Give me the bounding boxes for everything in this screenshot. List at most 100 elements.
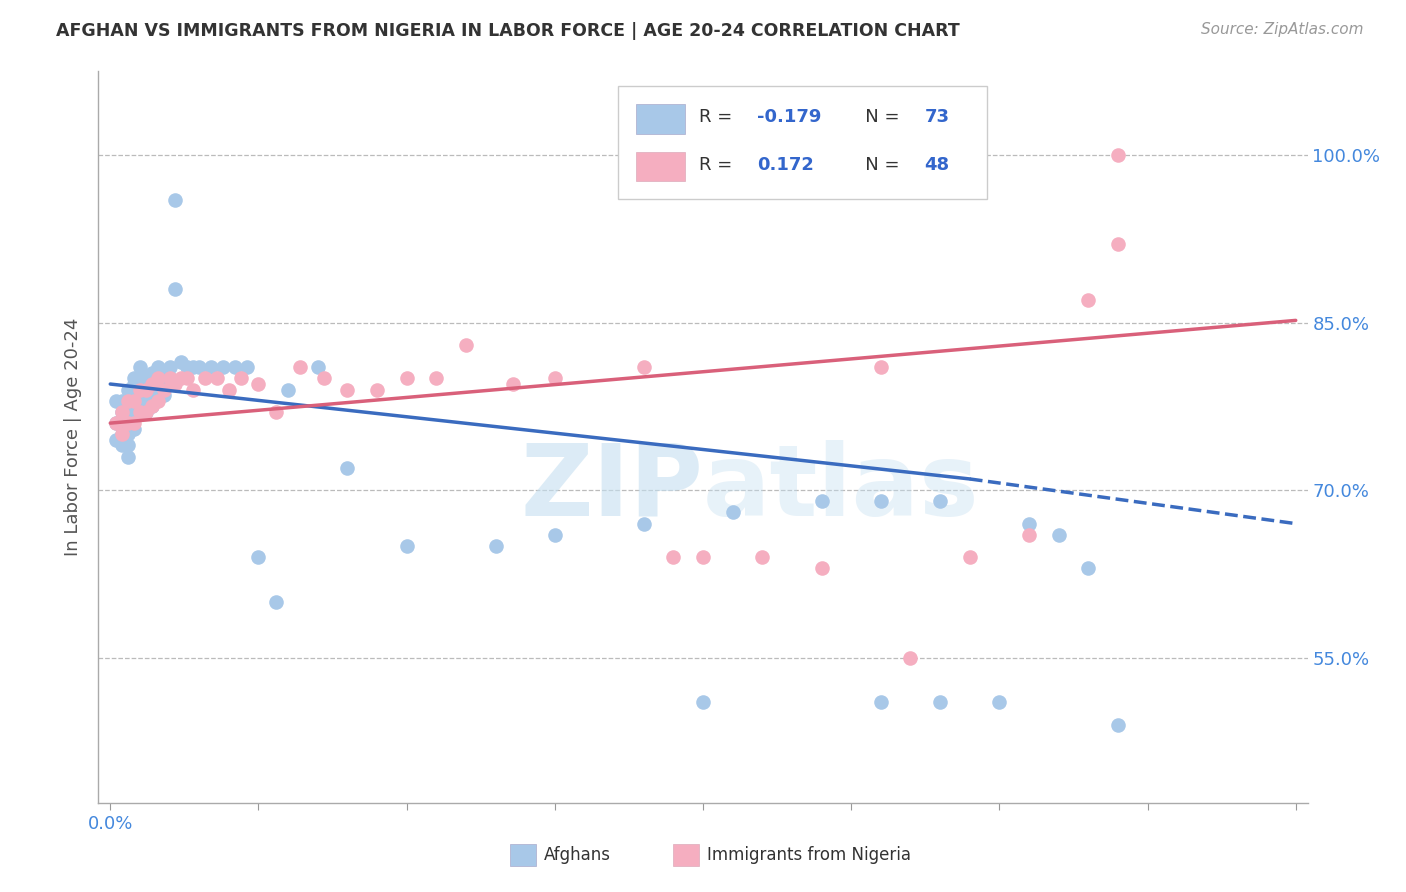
- Point: [117, 405, 139, 419]
- Bar: [672, 844, 699, 866]
- Point: [633, 360, 655, 375]
- Point: [135, 383, 157, 397]
- Point: [146, 371, 169, 385]
- Point: [129, 360, 152, 375]
- Point: [141, 400, 163, 414]
- Text: 73: 73: [924, 109, 949, 127]
- Text: AFGHAN VS IMMIGRANTS FROM NIGERIA IN LABOR FORCE | AGE 20-24 CORRELATION CHART: AFGHAN VS IMMIGRANTS FROM NIGERIA IN LAB…: [56, 22, 960, 40]
- Point: [425, 371, 447, 385]
- Point: [1077, 561, 1099, 575]
- Text: -0.179: -0.179: [758, 109, 821, 127]
- Point: [264, 405, 287, 419]
- Point: [218, 383, 240, 397]
- FancyBboxPatch shape: [619, 86, 987, 200]
- Text: atlas: atlas: [703, 440, 980, 537]
- Point: [135, 383, 157, 397]
- Point: [111, 438, 134, 452]
- Point: [229, 371, 252, 385]
- Point: [900, 650, 922, 665]
- Point: [277, 383, 299, 397]
- Point: [869, 695, 891, 709]
- Point: [484, 539, 506, 553]
- Point: [869, 494, 891, 508]
- Point: [181, 360, 204, 375]
- Point: [810, 494, 832, 508]
- Text: N =: N =: [848, 109, 905, 127]
- Point: [129, 405, 152, 419]
- Point: [111, 405, 134, 419]
- Point: [122, 388, 145, 402]
- Point: [111, 405, 134, 419]
- Point: [1107, 717, 1129, 731]
- Point: [959, 550, 981, 565]
- Point: [111, 393, 134, 408]
- Point: [224, 360, 246, 375]
- Point: [692, 695, 714, 709]
- Text: 48: 48: [924, 156, 949, 174]
- Point: [929, 494, 952, 508]
- Point: [194, 371, 217, 385]
- Point: [152, 377, 174, 392]
- Point: [135, 405, 157, 419]
- Point: [929, 695, 952, 709]
- Point: [122, 410, 145, 425]
- Point: [165, 282, 187, 296]
- Point: [111, 416, 134, 430]
- Point: [247, 550, 270, 565]
- Point: [235, 360, 257, 375]
- Point: [502, 377, 524, 392]
- Point: [159, 371, 181, 385]
- Point: [117, 438, 139, 452]
- Point: [165, 193, 187, 207]
- Point: [122, 422, 145, 436]
- Point: [869, 360, 891, 375]
- Point: [751, 550, 773, 565]
- Bar: [637, 152, 685, 181]
- Point: [633, 516, 655, 531]
- Point: [1107, 148, 1129, 162]
- Point: [152, 383, 174, 397]
- Point: [105, 433, 128, 447]
- Point: [117, 416, 139, 430]
- Point: [159, 360, 181, 375]
- Point: [205, 371, 228, 385]
- Point: [117, 450, 139, 464]
- Point: [135, 405, 157, 419]
- Point: [146, 360, 169, 375]
- Point: [135, 371, 157, 385]
- Text: ZIP: ZIP: [520, 440, 703, 537]
- Point: [692, 550, 714, 565]
- Point: [141, 377, 163, 392]
- Point: [141, 377, 163, 392]
- Point: [141, 400, 163, 414]
- Point: [170, 354, 193, 368]
- Point: [129, 383, 152, 397]
- Text: 0.172: 0.172: [758, 156, 814, 174]
- Bar: [509, 844, 536, 866]
- Point: [129, 383, 152, 397]
- Point: [159, 371, 181, 385]
- Point: [176, 360, 198, 375]
- Point: [135, 393, 157, 408]
- Point: [122, 400, 145, 414]
- Point: [117, 416, 139, 430]
- Point: [988, 695, 1011, 709]
- Point: [366, 383, 388, 397]
- Point: [1077, 293, 1099, 308]
- Point: [810, 561, 832, 575]
- Point: [170, 371, 193, 385]
- Point: [117, 393, 139, 408]
- Point: [1018, 516, 1040, 531]
- Point: [307, 360, 329, 375]
- Point: [117, 393, 139, 408]
- Point: [105, 416, 128, 430]
- Point: [122, 371, 145, 385]
- Point: [395, 371, 418, 385]
- Point: [1047, 528, 1070, 542]
- Point: [152, 366, 174, 380]
- Point: [111, 427, 134, 442]
- Point: [544, 528, 567, 542]
- Point: [1018, 528, 1040, 542]
- Point: [141, 388, 163, 402]
- Point: [146, 393, 169, 408]
